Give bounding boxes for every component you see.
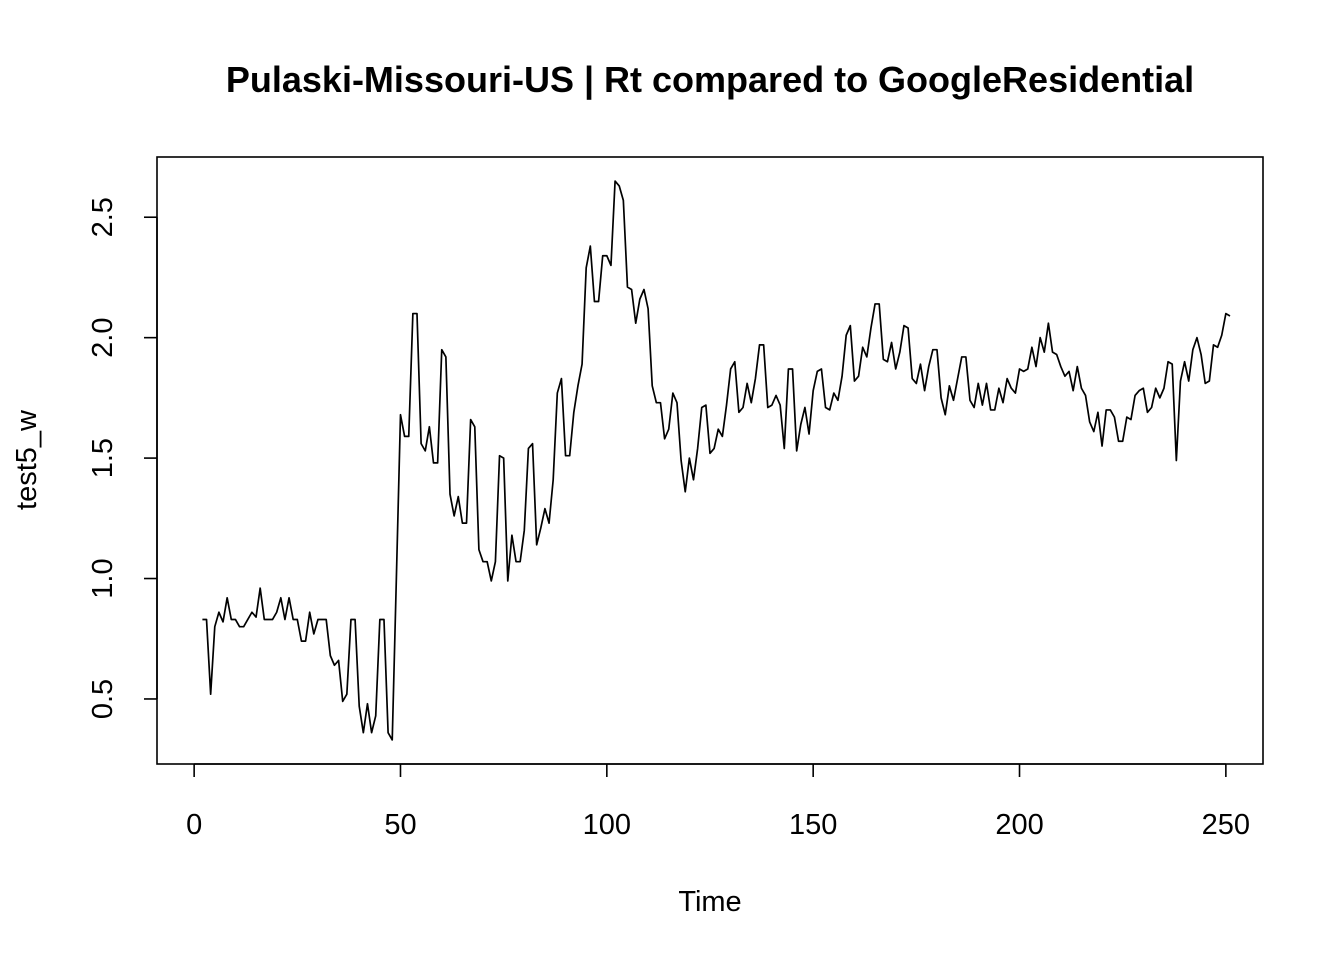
y-tick-label: 1.5	[87, 438, 119, 478]
x-tick-label: 200	[995, 809, 1043, 841]
x-tick-label: 50	[384, 809, 416, 841]
y-tick-label: 2.0	[87, 317, 119, 357]
x-tick-label: 0	[186, 809, 202, 841]
x-tick-label: 150	[789, 809, 837, 841]
x-tick-label: 100	[583, 809, 631, 841]
chart-title: Pulaski-Missouri-US | Rt compared to Goo…	[226, 59, 1194, 101]
series-line	[202, 180, 1231, 741]
y-tick-label: 2.5	[87, 197, 119, 237]
y-axis-label: test5_w	[11, 409, 43, 510]
x-axis-label: Time	[678, 886, 741, 918]
x-tick-label: 250	[1202, 809, 1250, 841]
y-tick-label: 1.0	[87, 558, 119, 598]
y-tick-label: 0.5	[87, 679, 119, 719]
x-axis: 0 50 100 150 200 250	[186, 763, 1250, 841]
plot-frame	[156, 156, 1264, 765]
y-axis: 0.5 1.0 1.5 2.0 2.5	[87, 197, 158, 719]
